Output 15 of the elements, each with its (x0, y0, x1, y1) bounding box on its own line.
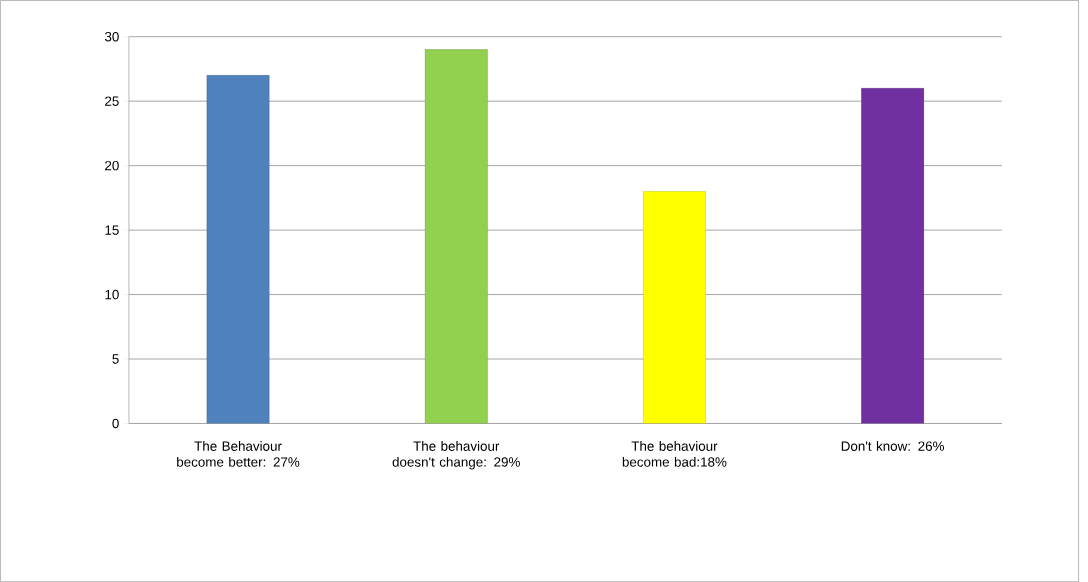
y-tick-label: 25 (105, 96, 119, 106)
x-tick-label: The Behaviour become better: 27% (177, 440, 300, 467)
y-tick-label: 15 (105, 225, 119, 235)
y-tick-label: 20 (105, 160, 119, 171)
x-tick-label: Don't know: 26% (841, 440, 945, 451)
x-tick-label: The behaviour become bad:18% (622, 440, 727, 467)
y-tick-label: 0 (112, 418, 119, 429)
y-tick-label: 30 (104, 31, 119, 42)
bar (206, 75, 270, 424)
x-tick-label: The behaviour doesn't change: 29% (392, 440, 520, 470)
y-tick-label: 5 (112, 354, 119, 364)
y-tick-label: 10 (105, 289, 119, 300)
bar (642, 191, 706, 424)
bar (861, 87, 925, 424)
bar (424, 49, 488, 424)
